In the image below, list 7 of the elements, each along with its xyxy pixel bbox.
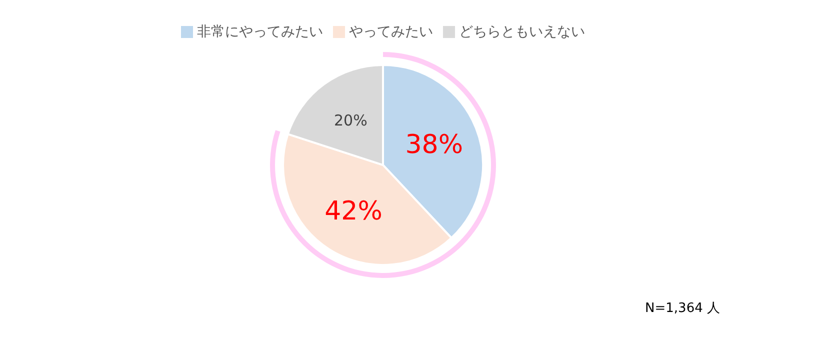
legend-label: やってみたい (349, 24, 433, 40)
legend-label: どちらともいえない (459, 24, 585, 40)
data-label: 42% (324, 196, 382, 226)
data-label: 38% (405, 130, 464, 160)
data-label: 20% (334, 112, 368, 130)
legend-label: 非常にやってみたい (197, 24, 323, 40)
text: N=1,364 人 (645, 301, 720, 316)
